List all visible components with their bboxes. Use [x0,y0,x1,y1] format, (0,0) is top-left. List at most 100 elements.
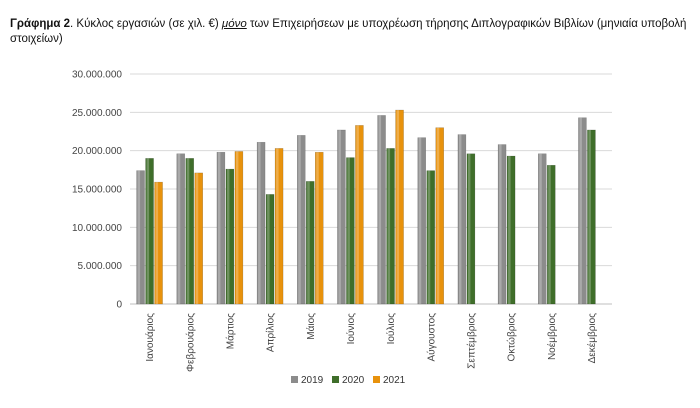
bars [136,109,596,305]
bar-highlight [177,153,181,304]
bar-highlight [195,172,199,304]
bar-2019-7 [417,137,426,305]
bar-2021-6 [395,109,404,305]
bar-2020-8 [466,153,476,305]
bar-2020-7 [426,170,435,305]
x-tick-label: Σεπτέμβριος [465,313,477,369]
bar-highlight [347,157,350,304]
legend-swatch-2019 [291,376,298,383]
caption-text-pre: . Κύκλος εργασιών (σε χιλ. €) [70,18,222,30]
bar-2019-8 [457,134,467,305]
bar-2021-2 [234,151,244,305]
bar-highlight [226,169,230,304]
bar-2020-4 [306,181,315,305]
y-tick-label: 15.000.000 [72,185,122,196]
bar-2020-2 [225,168,235,305]
bar-highlight [588,129,591,304]
bar-2021-4 [315,151,324,305]
bar-highlight [508,156,511,304]
legend-label-2021: 2021 [383,375,406,386]
x-tick-label: Ιανουάριος [144,313,156,362]
bar-highlight [467,153,471,304]
y-tick-label: 10.000.000 [72,223,122,234]
legend-label-2019: 2019 [301,375,324,386]
bar-highlight [378,115,382,305]
bar-2021-0 [154,181,163,305]
bar-highlight [276,148,279,304]
bar-highlight [267,194,270,304]
bar-2019-1 [176,153,185,305]
bar-highlight [235,151,239,304]
bar-highlight [356,125,359,304]
caption-label: Γράφημα 2 [10,18,71,30]
bar-highlight [427,170,431,304]
bar-2020-0 [145,158,154,305]
y-tick-label: 25.000.000 [72,108,122,119]
bar-highlight [387,148,391,304]
x-tick-label: Δεκέμβριος [586,313,598,364]
bar-2019-4 [297,135,306,305]
bar-2019-10 [538,153,547,305]
bar-highlight [307,181,310,304]
bar-2021-3 [274,148,284,305]
x-tick-label: Νοέμβριος [546,313,558,360]
legend-label-2020: 2020 [342,375,365,386]
bar-highlight [338,129,341,304]
bar-2019-2 [216,151,226,305]
x-tick-label: Ιούλιος [385,313,397,345]
legend-swatch-2021 [373,376,380,383]
bar-2021-5 [355,125,364,305]
bar-highlight [499,144,502,304]
y-tick-label: 0 [116,300,122,311]
bar-highlight [579,117,582,304]
x-tick-label: Μάιος [305,313,317,340]
x-axis-ticks: Ιανουάριος Φεβρουάριος Μάρτιος Απρίλιος Μάιο… [144,313,598,372]
x-tick-label: Οκτώβριος [506,313,518,362]
bar-2020-5 [346,157,355,305]
bar-2019-5 [337,129,346,305]
bar-2020-11 [587,129,596,305]
y-tick-label: 30.000.000 [72,70,122,81]
y-tick-label: 20.000.000 [72,146,122,157]
bar-highlight [137,170,141,304]
caption-text-post: των Επιχειρήσεων με υποχρέωση τήρησης Δι… [10,18,687,45]
y-axis-ticks: 0 5.000.000 10.000.000 15.000.000 20.000.000… [72,70,123,311]
bar-highlight [298,135,301,304]
bar-2019-9 [497,144,507,305]
bar-highlight [548,165,551,304]
bar-2019-0 [136,170,145,305]
bar-2020-10 [547,164,556,305]
bar-2020-3 [265,194,275,305]
bar-highlight [155,182,159,304]
bar-highlight [396,110,400,305]
bar-highlight [217,152,221,304]
bar-highlight [458,134,462,304]
bar-2021-7 [435,127,444,305]
bar-highlight [258,142,261,304]
bar-highlight [316,152,319,304]
bar-highlight [436,127,440,305]
x-tick-label: Αύγουστος [425,313,437,362]
grid-lines [130,73,612,305]
bar-2020-1 [185,158,194,305]
bar-2019-11 [578,117,587,305]
caption-emphasis: μόνο [221,18,247,30]
y-tick-label: 5.000.000 [78,261,123,272]
x-tick-label: Φεβρουάριος [184,313,196,372]
bar-highlight [146,158,150,304]
bar-2021-1 [194,172,203,305]
chart-caption: Γράφημα 2. Κύκλος εργασιών (σε χιλ. €) μ… [10,17,690,47]
x-tick-label: Απρίλιος [265,313,277,352]
x-tick-label: Μάρτιος [224,313,236,349]
bar-highlight [186,158,190,304]
bar-2020-6 [386,148,395,305]
bar-highlight [539,153,542,304]
bar-highlight [418,137,422,304]
bar-2019-6 [377,115,386,305]
legend-swatch-2020 [332,376,339,383]
legend: 2019 2020 2021 [291,375,406,386]
x-tick-label: Ιούνιος [345,313,357,345]
bar-2020-9 [506,155,516,305]
bar-2019-3 [256,141,266,305]
